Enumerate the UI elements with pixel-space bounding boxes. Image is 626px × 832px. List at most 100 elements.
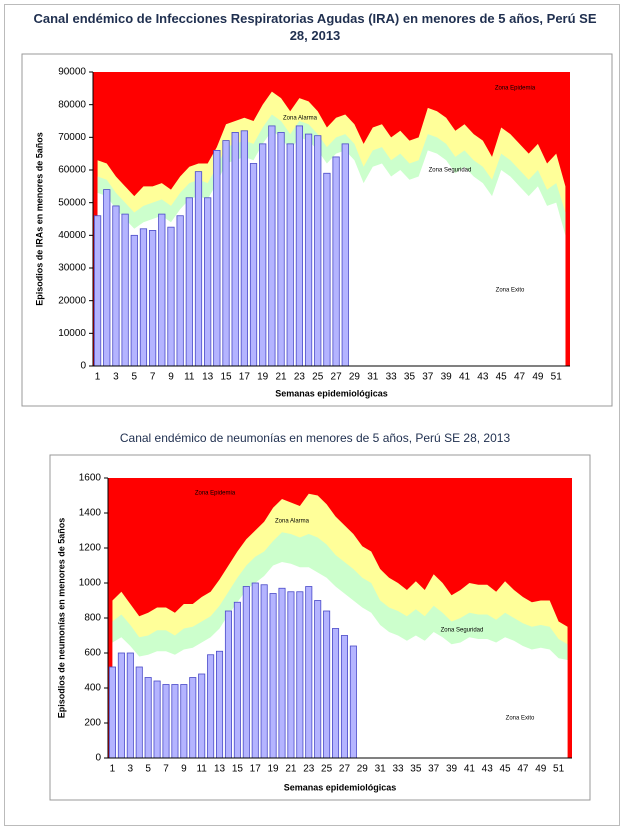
frame [4, 4, 620, 826]
x-tick-label: 1 [95, 372, 101, 383]
bar [314, 135, 322, 367]
bar [185, 197, 193, 367]
y-tick-label: 70000 [58, 132, 86, 143]
x-tick-label: 1 [110, 764, 116, 775]
bar [108, 666, 116, 759]
zone-label: Zona Epidemia [195, 491, 236, 497]
y-tick-label: 10000 [58, 328, 86, 339]
bar [332, 156, 340, 367]
x-tick-label: 11 [184, 372, 195, 383]
bar [216, 650, 224, 759]
zone-label: Zona Seguridad [429, 168, 472, 174]
chart-title: Canal endémico de neumonías en menores d… [119, 431, 511, 445]
bar [194, 171, 203, 367]
x-tick-label: 35 [410, 764, 422, 775]
bar [204, 197, 212, 367]
bar [295, 125, 304, 367]
y-tick-label: 800 [84, 613, 101, 624]
x-tick-label: 23 [294, 372, 306, 383]
x-tick-label: 27 [339, 764, 351, 775]
bar [213, 149, 221, 367]
x-tick-label: 41 [459, 372, 471, 383]
y-tick-label: 50000 [58, 197, 86, 208]
x-tick-label: 49 [532, 372, 544, 383]
x-tick-label: 33 [386, 372, 398, 383]
x-tick-label: 35 [404, 372, 416, 383]
x-tick-label: 7 [163, 764, 169, 775]
x-tick-label: 13 [214, 764, 226, 775]
y-tick-label: 20000 [58, 295, 86, 306]
bar [198, 673, 206, 759]
y-tick-label: 0 [95, 753, 101, 764]
x-tick-label: 37 [428, 764, 440, 775]
x-axis-label: Semanas epidemiológicas [275, 388, 388, 398]
bar [314, 600, 322, 759]
x-tick-label: 13 [202, 372, 214, 383]
y-tick-label: 1400 [79, 508, 102, 519]
y-tick-label: 90000 [58, 67, 86, 78]
bar [139, 228, 148, 367]
y-tick-label: 200 [84, 718, 101, 729]
y-tick-label: 0 [80, 361, 86, 372]
bar [341, 143, 349, 367]
x-tick-label: 15 [220, 372, 232, 383]
x-tick-label: 9 [168, 372, 174, 383]
bar [323, 172, 331, 367]
x-tick-label: 11 [196, 764, 207, 775]
chart-border [49, 454, 591, 801]
bar [251, 582, 259, 759]
bar [323, 610, 331, 759]
bar [153, 680, 161, 759]
x-tick-label: 45 [496, 372, 508, 383]
bar [93, 215, 102, 367]
bar [144, 677, 152, 759]
bar [103, 189, 111, 367]
bar [242, 586, 250, 759]
x-tick-label: 39 [446, 764, 458, 775]
x-tick-label: 33 [392, 764, 404, 775]
x-tick-label: 21 [275, 372, 287, 383]
x-tick-label: 49 [535, 764, 547, 775]
bar [224, 610, 232, 759]
y-tick-label: 1000 [79, 578, 102, 589]
zone-label: Zona Exito [496, 288, 525, 294]
x-tick-label: 9 [181, 764, 187, 775]
bar [233, 601, 241, 759]
bar [332, 628, 340, 759]
x-tick-label: 3 [128, 764, 134, 775]
chart-title: Canal endémico de Infecciones Respirator… [33, 11, 597, 43]
zone-label: Zona Seguridad [441, 628, 484, 634]
bar [259, 143, 267, 367]
bar [130, 234, 138, 367]
y-axis-label: Episodios de neumonías en menores de 5añ… [56, 518, 66, 719]
x-tick-label: 41 [464, 764, 476, 775]
bar [126, 652, 134, 759]
bar [112, 205, 120, 367]
bar [249, 163, 258, 367]
y-axis-label: Episodios de IRAs en menores de 5años [34, 132, 44, 306]
x-tick-label: 45 [500, 764, 512, 775]
bar [304, 133, 313, 367]
bar [135, 666, 143, 759]
x-tick-label: 5 [145, 764, 151, 775]
x-tick-label: 31 [367, 372, 379, 383]
x-tick-label: 29 [349, 372, 361, 383]
bar [176, 215, 184, 367]
bar [268, 125, 276, 367]
y-tick-label: 40000 [58, 230, 86, 241]
y-tick-label: 1200 [79, 543, 102, 554]
bar [207, 654, 215, 759]
bar [180, 684, 188, 759]
bar [231, 132, 239, 367]
y-tick-label: 80000 [58, 99, 86, 110]
bar [149, 230, 157, 367]
bar [121, 213, 129, 367]
bar [278, 587, 286, 759]
x-tick-label: 25 [312, 372, 324, 383]
x-axis-label: Semanas epidemiológicas [284, 782, 397, 792]
bar [222, 140, 230, 367]
x-tick-label: 43 [477, 372, 489, 383]
bar [117, 652, 125, 759]
bar [240, 130, 248, 367]
